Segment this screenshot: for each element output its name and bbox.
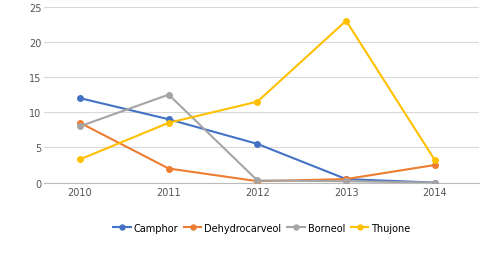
Thujone [432, 159, 438, 162]
Borneol [343, 180, 349, 183]
Legend: Camphor, Dehydrocarveol, Borneol, Thujone: Camphor, Dehydrocarveol, Borneol, Thujon… [109, 219, 414, 237]
Line: Dehydrocarveol: Dehydrocarveol [77, 121, 438, 184]
Borneol [165, 94, 171, 97]
Thujone [165, 122, 171, 125]
Dehydrocarveol [432, 164, 438, 167]
Line: Camphor: Camphor [77, 96, 438, 186]
Camphor [343, 178, 349, 181]
Line: Borneol: Borneol [77, 92, 438, 186]
Camphor [77, 97, 83, 100]
Camphor [165, 118, 171, 121]
Thujone [77, 158, 83, 161]
Borneol [77, 125, 83, 128]
Borneol [432, 181, 438, 184]
Thujone [254, 101, 260, 104]
Camphor [254, 143, 260, 146]
Camphor [432, 181, 438, 184]
Thujone [343, 20, 349, 23]
Borneol [254, 179, 260, 182]
Dehydrocarveol [165, 167, 171, 170]
Line: Thujone: Thujone [77, 19, 438, 163]
Dehydrocarveol [77, 122, 83, 125]
Dehydrocarveol [343, 178, 349, 181]
Dehydrocarveol [254, 180, 260, 183]
